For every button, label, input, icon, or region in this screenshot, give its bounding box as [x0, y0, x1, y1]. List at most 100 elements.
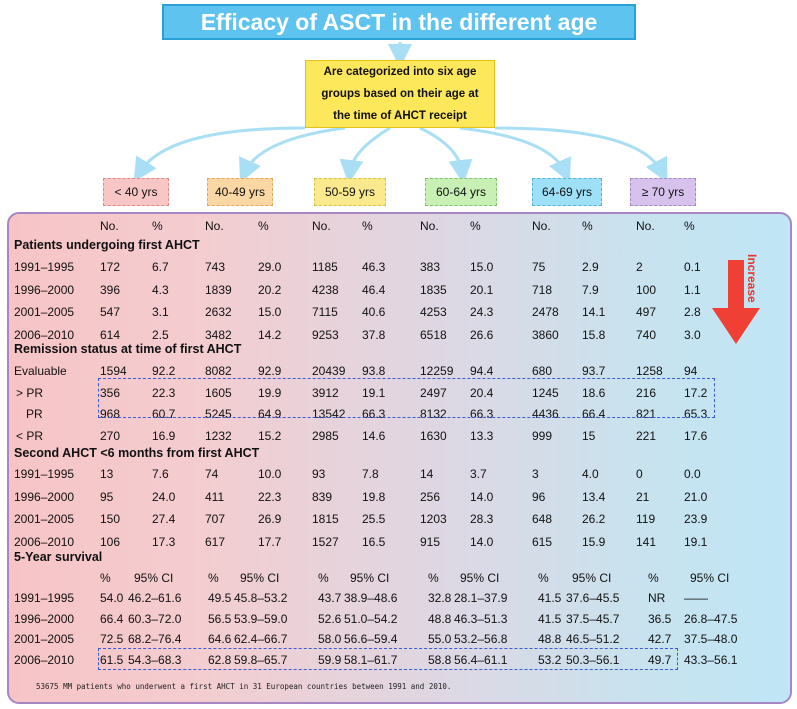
table-cell: 17.7	[258, 534, 282, 549]
table-cell: 0	[636, 467, 643, 481]
row-label: 2001–2005	[14, 305, 75, 319]
table-cell: 15.2	[258, 428, 282, 443]
table-cell: 119	[636, 512, 656, 526]
table-cell: 15.9	[582, 534, 606, 549]
row-label: 1991–1995	[14, 260, 75, 274]
table-cell: 14.6	[362, 428, 386, 443]
age-group-box: 40-49 yrs	[207, 178, 273, 206]
connector-arrows	[133, 42, 668, 180]
table-cell: 10.0	[258, 467, 282, 481]
table-cell: 2.5	[152, 327, 169, 342]
col-header-no: No.	[100, 219, 119, 233]
table-cell: 21.0	[684, 489, 708, 504]
table-cell: 648	[532, 512, 553, 526]
table-cell: 680	[532, 364, 553, 378]
table-cell: ——	[684, 591, 708, 605]
table-cell: 14.0	[470, 534, 494, 549]
table-cell: 1527	[312, 534, 339, 549]
table-cell: 743	[205, 260, 226, 274]
table-cell: 42.7	[648, 632, 672, 646]
table-cell: 740	[636, 327, 657, 342]
age-group-box: 60-64 yrs	[425, 178, 497, 206]
table-cell: 6518	[420, 327, 447, 342]
table-cell: 7.9	[582, 282, 599, 297]
table-cell: 3912	[312, 385, 339, 400]
table-cell: 26.6	[470, 327, 494, 342]
table-cell: 3.0	[684, 327, 701, 342]
col-header-pct: %	[470, 219, 481, 233]
table-cell: 16.9	[152, 428, 176, 443]
table-cell: 0.0	[684, 467, 701, 481]
table-cell: 20.4	[470, 385, 494, 400]
table-cell: 19.9	[258, 385, 282, 400]
table-cell: 383	[420, 260, 441, 274]
table-cell: 3.7	[470, 467, 487, 481]
col-header-pct: %	[258, 219, 269, 233]
table-cell: 58.8	[428, 652, 452, 667]
table-cell: 14	[420, 467, 434, 481]
table-cell: 59.8–65.7	[234, 652, 288, 667]
table-cell: 60.3–72.0	[128, 611, 182, 626]
table-cell: 59.9	[318, 652, 342, 667]
age-group-box: < 40 yrs	[103, 178, 169, 206]
table-cell: 4238	[312, 282, 339, 297]
table-cell: 51.0–54.2	[344, 611, 398, 626]
table-cell: 617	[205, 534, 226, 549]
table-cell: 53.9–59.0	[234, 611, 288, 626]
table-cell: 3	[532, 467, 539, 481]
survival-2006-highlight-box	[98, 648, 678, 670]
table-cell: 4.0	[582, 467, 599, 481]
table-cell: 38.9–48.6	[344, 591, 398, 605]
section-title: Patients undergoing first AHCT	[14, 238, 200, 252]
table-cell: 20.2	[258, 282, 282, 297]
subtitle-line-2: groups based on their age at	[321, 88, 479, 100]
table-cell: 23.9	[684, 512, 708, 526]
increase-arrow-icon	[712, 260, 760, 344]
survival-header: 95% CI	[572, 571, 612, 585]
table-cell: 1185	[312, 260, 338, 274]
table-cell: 58.1–61.7	[344, 652, 398, 667]
table-cell: 17.3	[152, 534, 176, 549]
table-cell: 2.8	[684, 305, 701, 319]
table-cell: 3.1	[152, 305, 169, 319]
row-label: 2001–2005	[14, 632, 75, 646]
table-cell: 411	[205, 489, 225, 504]
table-cell: 43.7	[318, 591, 342, 605]
table-cell: 37.5–45.7	[566, 611, 620, 626]
table-cell: 8082	[205, 364, 232, 378]
table-cell: 15.8	[582, 327, 606, 342]
table-cell: 58.0	[318, 632, 342, 646]
table-cell: 46.4	[362, 282, 386, 297]
table-cell: 52.6	[318, 611, 342, 626]
survival-header: %	[428, 571, 439, 585]
table-cell: 56.4–61.1	[454, 652, 508, 667]
table-cell: 94.4	[470, 364, 494, 378]
table-cell: 839	[312, 489, 333, 504]
table-cell: 1203	[420, 512, 447, 526]
table-cell: 28.3	[470, 512, 494, 526]
row-label: 1991–1995	[14, 591, 75, 605]
table-cell: 12259	[420, 364, 454, 378]
subtitle-box: Are categorized into six age groups base…	[305, 60, 495, 128]
col-header-pct: %	[362, 219, 373, 233]
table-cell: 20439	[312, 364, 346, 378]
survival-header: 95% CI	[460, 571, 500, 585]
table-cell: 1815	[312, 512, 339, 526]
row-label: 1996–2000	[14, 282, 75, 297]
table-cell: 53.2	[538, 652, 562, 667]
row-label: 1991–1995	[14, 467, 75, 481]
footnote: 53675 MM patients who underwent a first …	[36, 682, 452, 691]
table-cell: 14.1	[582, 305, 606, 319]
table-cell: 1839	[205, 282, 232, 297]
table-cell: 25.5	[362, 512, 386, 526]
subtitle-line-3: the time of AHCT receipt	[333, 110, 467, 122]
age-group-box: 64-69 yrs	[532, 178, 602, 206]
col-header-no: No.	[420, 219, 439, 233]
table-cell: 2	[636, 260, 643, 274]
table-cell: NR	[648, 591, 666, 605]
col-header-pct: %	[684, 219, 695, 233]
section-title: Remission status at time of first AHCT	[14, 342, 242, 356]
table-cell: 22.3	[152, 385, 176, 400]
table-cell: 37.8	[362, 327, 386, 342]
table-cell: 27.4	[152, 512, 176, 526]
